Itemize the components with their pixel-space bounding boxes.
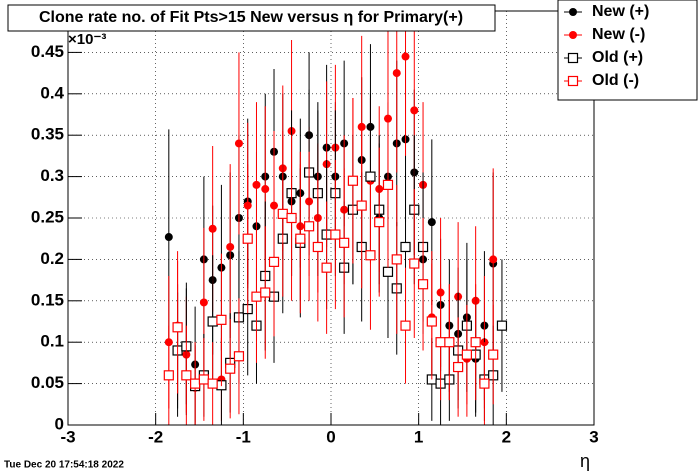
marker [391,254,402,265]
y-tick-label: 0.3 [40,166,64,185]
y-tick-label: 0.2 [40,249,64,268]
marker [233,351,245,362]
x-tick-label: 3 [589,427,598,446]
marker [172,322,183,333]
marker [330,229,341,240]
marker [234,139,243,148]
x-axis-label: η [580,451,590,471]
y-multiplier: ×10⁻³ [68,31,106,48]
y-tick-label: 0.4 [40,83,64,102]
marker [569,31,577,39]
timestamp: Tue Dec 20 17:54:18 2022 [4,460,124,471]
marker [312,241,323,253]
legend-label: Old (+) [592,49,643,66]
marker [207,378,218,389]
marker [400,320,411,331]
x-tick-label: 2 [502,427,511,446]
marker [479,378,490,389]
marker [216,314,227,325]
marker [426,316,437,327]
marker [303,221,315,232]
title-box [7,4,496,32]
legend-label: New (-) [592,26,645,43]
legend: New (+) New (-) Old (+) Old (-) [564,3,649,89]
marker [409,258,420,269]
marker [470,337,481,348]
chart-title: Clone rate no. of Fit Pts>15 New versus … [39,9,463,26]
y-tick-label: 0.15 [31,290,64,309]
marker [190,378,201,389]
marker [242,233,253,244]
marker [295,233,306,244]
marker [435,337,446,348]
y-tick-label: 0.25 [31,207,64,226]
marker [225,363,236,374]
marker [427,218,436,227]
marker [347,175,359,186]
marker [444,337,455,348]
marker [339,237,350,248]
marker [410,106,419,115]
marker [277,208,288,219]
x-tick-label: -3 [60,427,75,446]
marker [453,361,464,373]
marker [401,52,410,61]
marker [392,69,401,78]
axes: -3 -2 -1 0 1 2 3 0 0.05 0.1 0.15 0.2 0.25 0.3 0.35 0.4 0… [31,42,599,447]
legend-label: Old (-) [592,72,639,89]
marker [488,349,499,360]
x-tick-label: 0 [326,427,335,446]
marker [382,266,394,277]
y-tick-label: 0.45 [31,42,64,61]
y-tick-label: 0.05 [31,373,64,392]
marker [321,262,332,273]
marker [382,179,394,190]
marker [365,250,376,261]
marker [260,287,271,298]
marker [567,75,579,87]
marker [569,8,577,16]
legend-box [557,0,698,101]
x-tick-label: 1 [414,427,423,446]
marker [163,370,174,381]
marker [365,171,376,182]
marker [207,316,218,327]
y-tick-label: 0 [55,414,64,433]
marker [374,217,385,228]
marker [198,374,209,385]
marker [461,349,472,360]
marker [417,279,429,290]
marker [268,256,280,267]
marker [286,212,297,224]
marker [252,180,261,189]
marker [208,224,217,233]
y-tick-label: 0.1 [40,332,64,351]
marker [400,241,411,253]
plot-area [163,11,508,425]
marker [567,52,579,64]
marker [251,291,262,302]
marker [199,298,208,307]
y-tick-label: 0.35 [31,125,64,144]
marker [181,370,192,381]
marker [261,185,270,194]
marker [226,242,235,251]
marker [496,320,508,331]
marker [489,255,498,264]
legend-label: New (+) [592,3,649,20]
marker [356,200,367,211]
x-tick-label: -2 [148,427,163,446]
x-tick-label: -1 [236,427,251,446]
marker [164,233,173,242]
